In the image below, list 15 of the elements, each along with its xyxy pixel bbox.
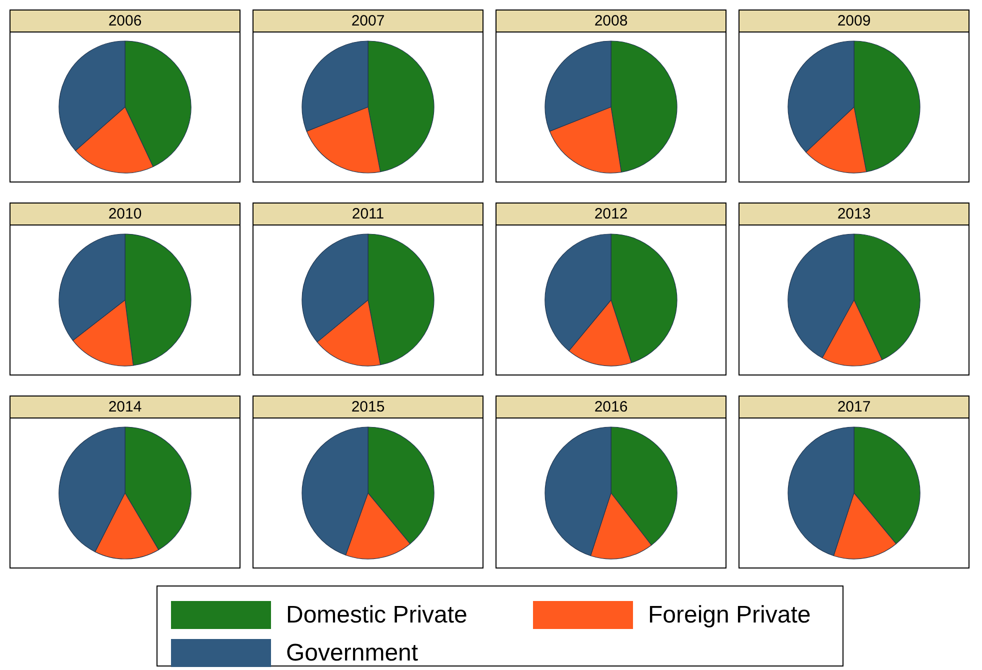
slice-label: 2013	[837, 206, 871, 222]
legend-label: Foreign Private	[648, 602, 811, 628]
slice-label: 2011	[352, 206, 384, 222]
slice-label: 2009	[837, 12, 871, 30]
slice-label: 2008	[594, 12, 628, 30]
slice-label: 2016	[594, 398, 628, 416]
slice-label: 2006	[108, 12, 142, 30]
legend-label: Domestic Private	[286, 602, 468, 628]
slice-label: 2012	[594, 206, 628, 222]
legend-label: Government	[286, 640, 418, 666]
slice-label: 2015	[351, 398, 385, 416]
slice-label: 2017	[837, 398, 871, 416]
slice-label: 2010	[108, 206, 142, 222]
slice-label: 2007	[351, 12, 385, 30]
slice-label: 2014	[108, 398, 142, 416]
